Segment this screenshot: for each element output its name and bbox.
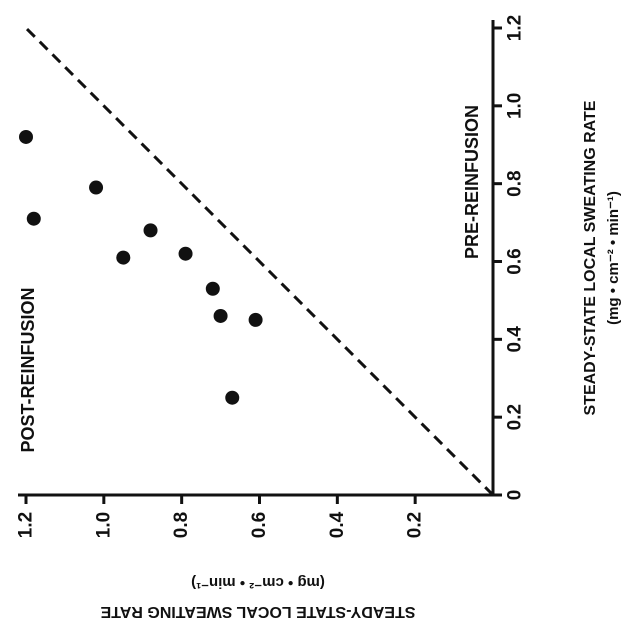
y-tick-label: 1.0 (505, 93, 526, 119)
x-tick-label: 0.4 (327, 511, 348, 538)
post-reinfusion-label: POST-REINFUSION (18, 287, 38, 452)
x-tick-label: 0.6 (249, 512, 270, 538)
y-tick-label: 1.2 (505, 15, 526, 41)
x-axis-unit: (mg • cm⁻² • min⁻¹) (191, 574, 325, 591)
data-point (143, 223, 158, 238)
plot-area (18, 20, 495, 497)
y-tick-label: 0.8 (505, 170, 526, 196)
data-point (213, 308, 228, 323)
data-point (116, 250, 131, 265)
identity-dashed-line (24, 26, 495, 497)
x-tick-label: 0.8 (171, 512, 192, 538)
y-tick-label: 0 (505, 490, 526, 501)
y-tick-label: 0.2 (505, 404, 526, 430)
data-point (178, 246, 193, 261)
data-point (89, 180, 104, 195)
y-tick-label: 0.6 (505, 248, 526, 274)
data-point (248, 312, 263, 327)
data-point (225, 390, 240, 405)
x-tick-label: 0.2 (405, 512, 426, 538)
data-point (205, 281, 220, 296)
data-point (19, 129, 33, 144)
x-tick-label: 1.0 (93, 512, 114, 538)
data-point (26, 211, 41, 226)
x-axis-title: STEADY-STATE LOCAL SWEATING RATE (100, 603, 415, 620)
y-axis-title: STEADY-STATE LOCAL SWEATING RATE (582, 100, 599, 415)
tick-marks (24, 26, 502, 504)
y-tick-label: 0.4 (505, 326, 526, 353)
y-axis-unit: (mg • cm⁻² • min⁻¹) (605, 191, 622, 325)
pre-reinfusion-label: PRE-REINFUSION (462, 105, 482, 259)
x-tick-label: 1.2 (16, 512, 37, 538)
tick-labels: 0 0.2 0.4 0.6 0.8 1.0 1.2 0.2 0.4 0.6 0.8 1.0 1.2 (16, 15, 526, 538)
